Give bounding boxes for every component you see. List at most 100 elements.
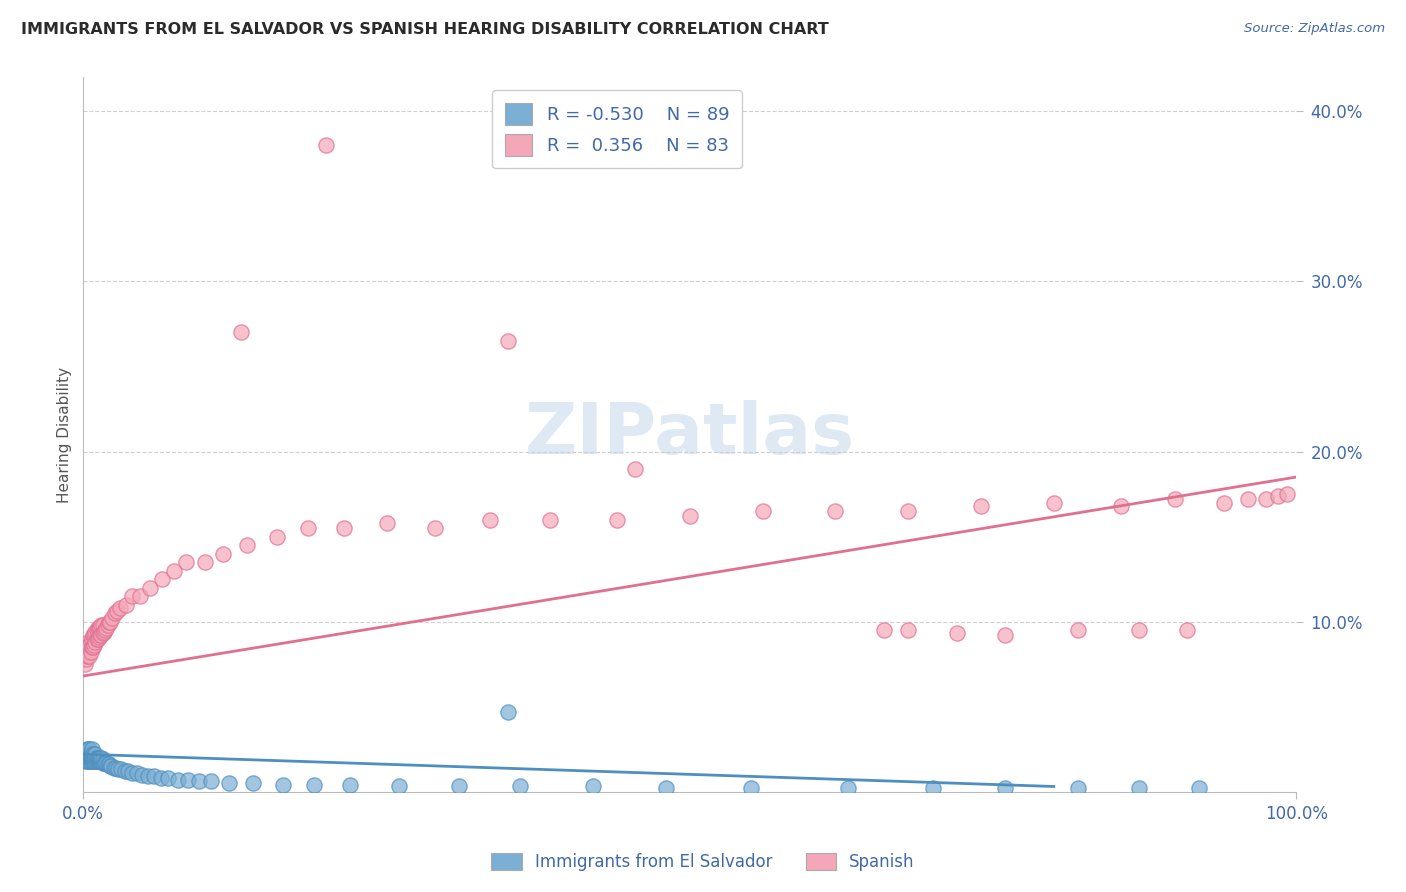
Point: [582, 780, 605, 794]
Point: [73, 657, 96, 671]
Point: [136, 769, 159, 783]
Legend: R = -0.530    N = 89, R =  0.356    N = 83: R = -0.530 N = 89, R = 0.356 N = 83: [492, 90, 742, 169]
Point: [83, 628, 105, 642]
Point: [315, 138, 337, 153]
Point: [73, 754, 96, 768]
Point: [75, 652, 97, 666]
Point: [84, 750, 107, 764]
Point: [200, 774, 222, 789]
Point: [606, 512, 628, 526]
Point: [87, 632, 110, 646]
Point: [236, 538, 259, 552]
Point: [496, 334, 519, 348]
Point: [77, 750, 100, 764]
Point: [82, 628, 104, 642]
Point: [104, 606, 127, 620]
Point: [96, 621, 118, 635]
Point: [105, 604, 128, 618]
Point: [1175, 623, 1198, 637]
Point: [740, 781, 762, 796]
Point: [1067, 781, 1090, 796]
Point: [994, 628, 1017, 642]
Point: [1188, 781, 1211, 796]
Point: [79, 638, 101, 652]
Point: [79, 754, 101, 768]
Point: [89, 754, 111, 768]
Point: [90, 750, 112, 764]
Point: [96, 618, 118, 632]
Point: [100, 759, 122, 773]
Point: [273, 778, 295, 792]
Point: [87, 630, 110, 644]
Point: [339, 778, 361, 792]
Point: [114, 764, 136, 779]
Point: [91, 756, 114, 770]
Point: [82, 747, 104, 761]
Point: [897, 623, 920, 637]
Point: [79, 747, 101, 761]
Point: [157, 771, 180, 785]
Point: [176, 772, 198, 787]
Point: [98, 615, 121, 629]
Point: [79, 648, 101, 663]
Point: [79, 750, 101, 764]
Point: [218, 776, 240, 790]
Point: [84, 747, 107, 761]
Point: [79, 645, 101, 659]
Point: [110, 763, 132, 777]
Point: [149, 771, 172, 785]
Point: [77, 742, 100, 756]
Point: [97, 615, 120, 629]
Point: [1109, 499, 1132, 513]
Point: [496, 705, 519, 719]
Point: [90, 618, 112, 632]
Point: [87, 621, 110, 635]
Point: [994, 781, 1017, 796]
Point: [86, 632, 108, 646]
Point: [1275, 487, 1298, 501]
Y-axis label: Hearing Disability: Hearing Disability: [58, 367, 72, 502]
Point: [96, 756, 118, 770]
Point: [90, 754, 112, 768]
Point: [94, 623, 117, 637]
Point: [79, 635, 101, 649]
Point: [82, 640, 104, 654]
Point: [83, 754, 105, 768]
Point: [86, 750, 108, 764]
Point: [125, 765, 148, 780]
Point: [84, 635, 107, 649]
Point: [211, 547, 233, 561]
Point: [114, 598, 136, 612]
Point: [75, 746, 97, 760]
Point: [96, 757, 118, 772]
Point: [837, 781, 859, 796]
Point: [82, 750, 104, 764]
Point: [333, 521, 356, 535]
Point: [77, 747, 100, 761]
Point: [163, 564, 186, 578]
Point: [80, 747, 103, 761]
Text: IMMIGRANTS FROM EL SALVADOR VS SPANISH HEARING DISABILITY CORRELATION CHART: IMMIGRANTS FROM EL SALVADOR VS SPANISH H…: [21, 22, 830, 37]
Point: [624, 461, 647, 475]
Point: [76, 648, 98, 663]
Point: [94, 756, 117, 770]
Point: [91, 618, 114, 632]
Legend: Immigrants from El Salvador, Spanish: Immigrants from El Salvador, Spanish: [484, 845, 922, 880]
Point: [84, 754, 107, 768]
Point: [93, 624, 115, 639]
Point: [87, 750, 110, 764]
Point: [91, 626, 114, 640]
Point: [921, 781, 943, 796]
Point: [1212, 495, 1234, 509]
Point: [87, 754, 110, 768]
Point: [105, 761, 128, 775]
Point: [98, 759, 121, 773]
Point: [131, 767, 153, 781]
Point: [679, 509, 702, 524]
Point: [86, 754, 108, 768]
Point: [129, 589, 152, 603]
Point: [75, 747, 97, 761]
Point: [93, 756, 115, 770]
Point: [187, 774, 209, 789]
Point: [90, 628, 112, 642]
